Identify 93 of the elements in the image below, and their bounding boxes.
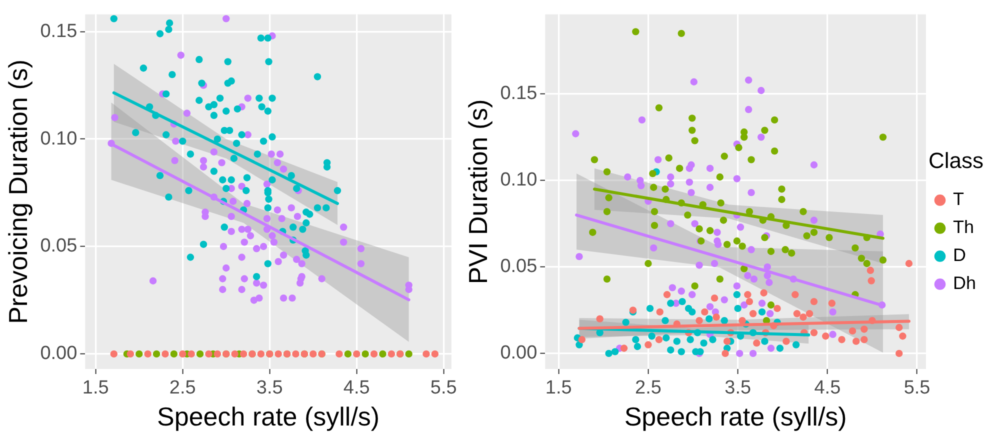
point [760,289,768,296]
point [896,350,903,358]
point [686,336,694,344]
point [622,318,630,326]
point [656,308,664,316]
point [792,291,799,298]
legend-label: Th [952,217,974,238]
point [822,332,830,340]
point [706,315,713,322]
x-tick-label: 2.5 [635,378,662,399]
point [792,341,800,348]
point [860,326,868,333]
point [722,350,729,358]
legend-label: T [952,189,964,210]
point [733,291,741,298]
point [634,342,642,350]
point [793,310,801,318]
legend-title: Class [928,148,984,173]
point [696,316,703,324]
point [662,316,669,324]
point [738,316,746,324]
y-tick-label: 0.15 [500,83,538,104]
point [905,260,913,268]
point [852,338,860,345]
point [678,348,685,356]
point [734,304,742,312]
x-tick-label: 5.5 [904,378,930,399]
point [596,315,604,322]
point [810,298,818,306]
point [605,350,612,358]
x-tick-label: 5.5 [430,378,457,399]
point [710,294,718,302]
x-tick-label: 3.5 [724,378,752,399]
point [782,338,790,345]
point [776,344,784,352]
point [663,291,671,298]
point [828,300,836,307]
point [744,291,752,298]
point [860,336,868,344]
point [620,344,628,352]
point [688,308,696,316]
point [712,314,720,321]
point [868,277,875,284]
point [709,336,716,344]
point [673,338,680,345]
point [758,308,766,316]
y-tick-label: 0.00 [40,343,78,364]
point [632,336,640,344]
point [644,341,652,348]
point [774,304,781,312]
legend-label: D [952,245,966,266]
point [667,300,674,307]
y-tick-label: 0.10 [40,128,78,150]
point [701,308,708,316]
point [838,336,846,344]
point [896,324,903,332]
x-tick-label: 1.5 [82,378,109,399]
x-tick-label: 4.5 [814,378,841,399]
y-tick-label: 0.05 [500,256,538,278]
y-tick-label: 0.05 [40,236,78,257]
point [667,346,674,354]
x-axis-title: Speech rate (syll/s) [157,402,380,432]
x-tick-label: 1.5 [545,378,572,399]
point [866,266,874,274]
point [899,332,906,340]
point [646,304,654,312]
x-tick-label: 2.5 [169,378,196,399]
point [746,298,754,306]
y-axis-title: Prevoicing Duration (s) [2,59,33,324]
point [700,339,708,347]
legend-label: Dh [952,273,976,294]
point [655,336,663,344]
point [720,316,728,324]
y-tick-label: 0.15 [40,20,78,42]
point [662,334,670,342]
point [848,327,856,335]
x-axis-title: Speech rate (syll/s) [624,402,847,432]
y-tick-label: 0.00 [500,342,538,364]
point [611,348,619,356]
point [578,336,586,344]
x-tick-label: 3.5 [256,378,283,399]
x-tick-label: 4.5 [343,378,370,399]
point [810,329,818,336]
point [678,298,686,306]
point [749,310,757,318]
y-axis-title: PVI Duration (s) [462,99,493,284]
point [753,339,760,347]
point [648,332,656,340]
point [806,310,814,318]
point [800,314,807,321]
point [761,338,768,345]
y-tick-label: 0.10 [500,170,538,191]
point [723,338,731,345]
